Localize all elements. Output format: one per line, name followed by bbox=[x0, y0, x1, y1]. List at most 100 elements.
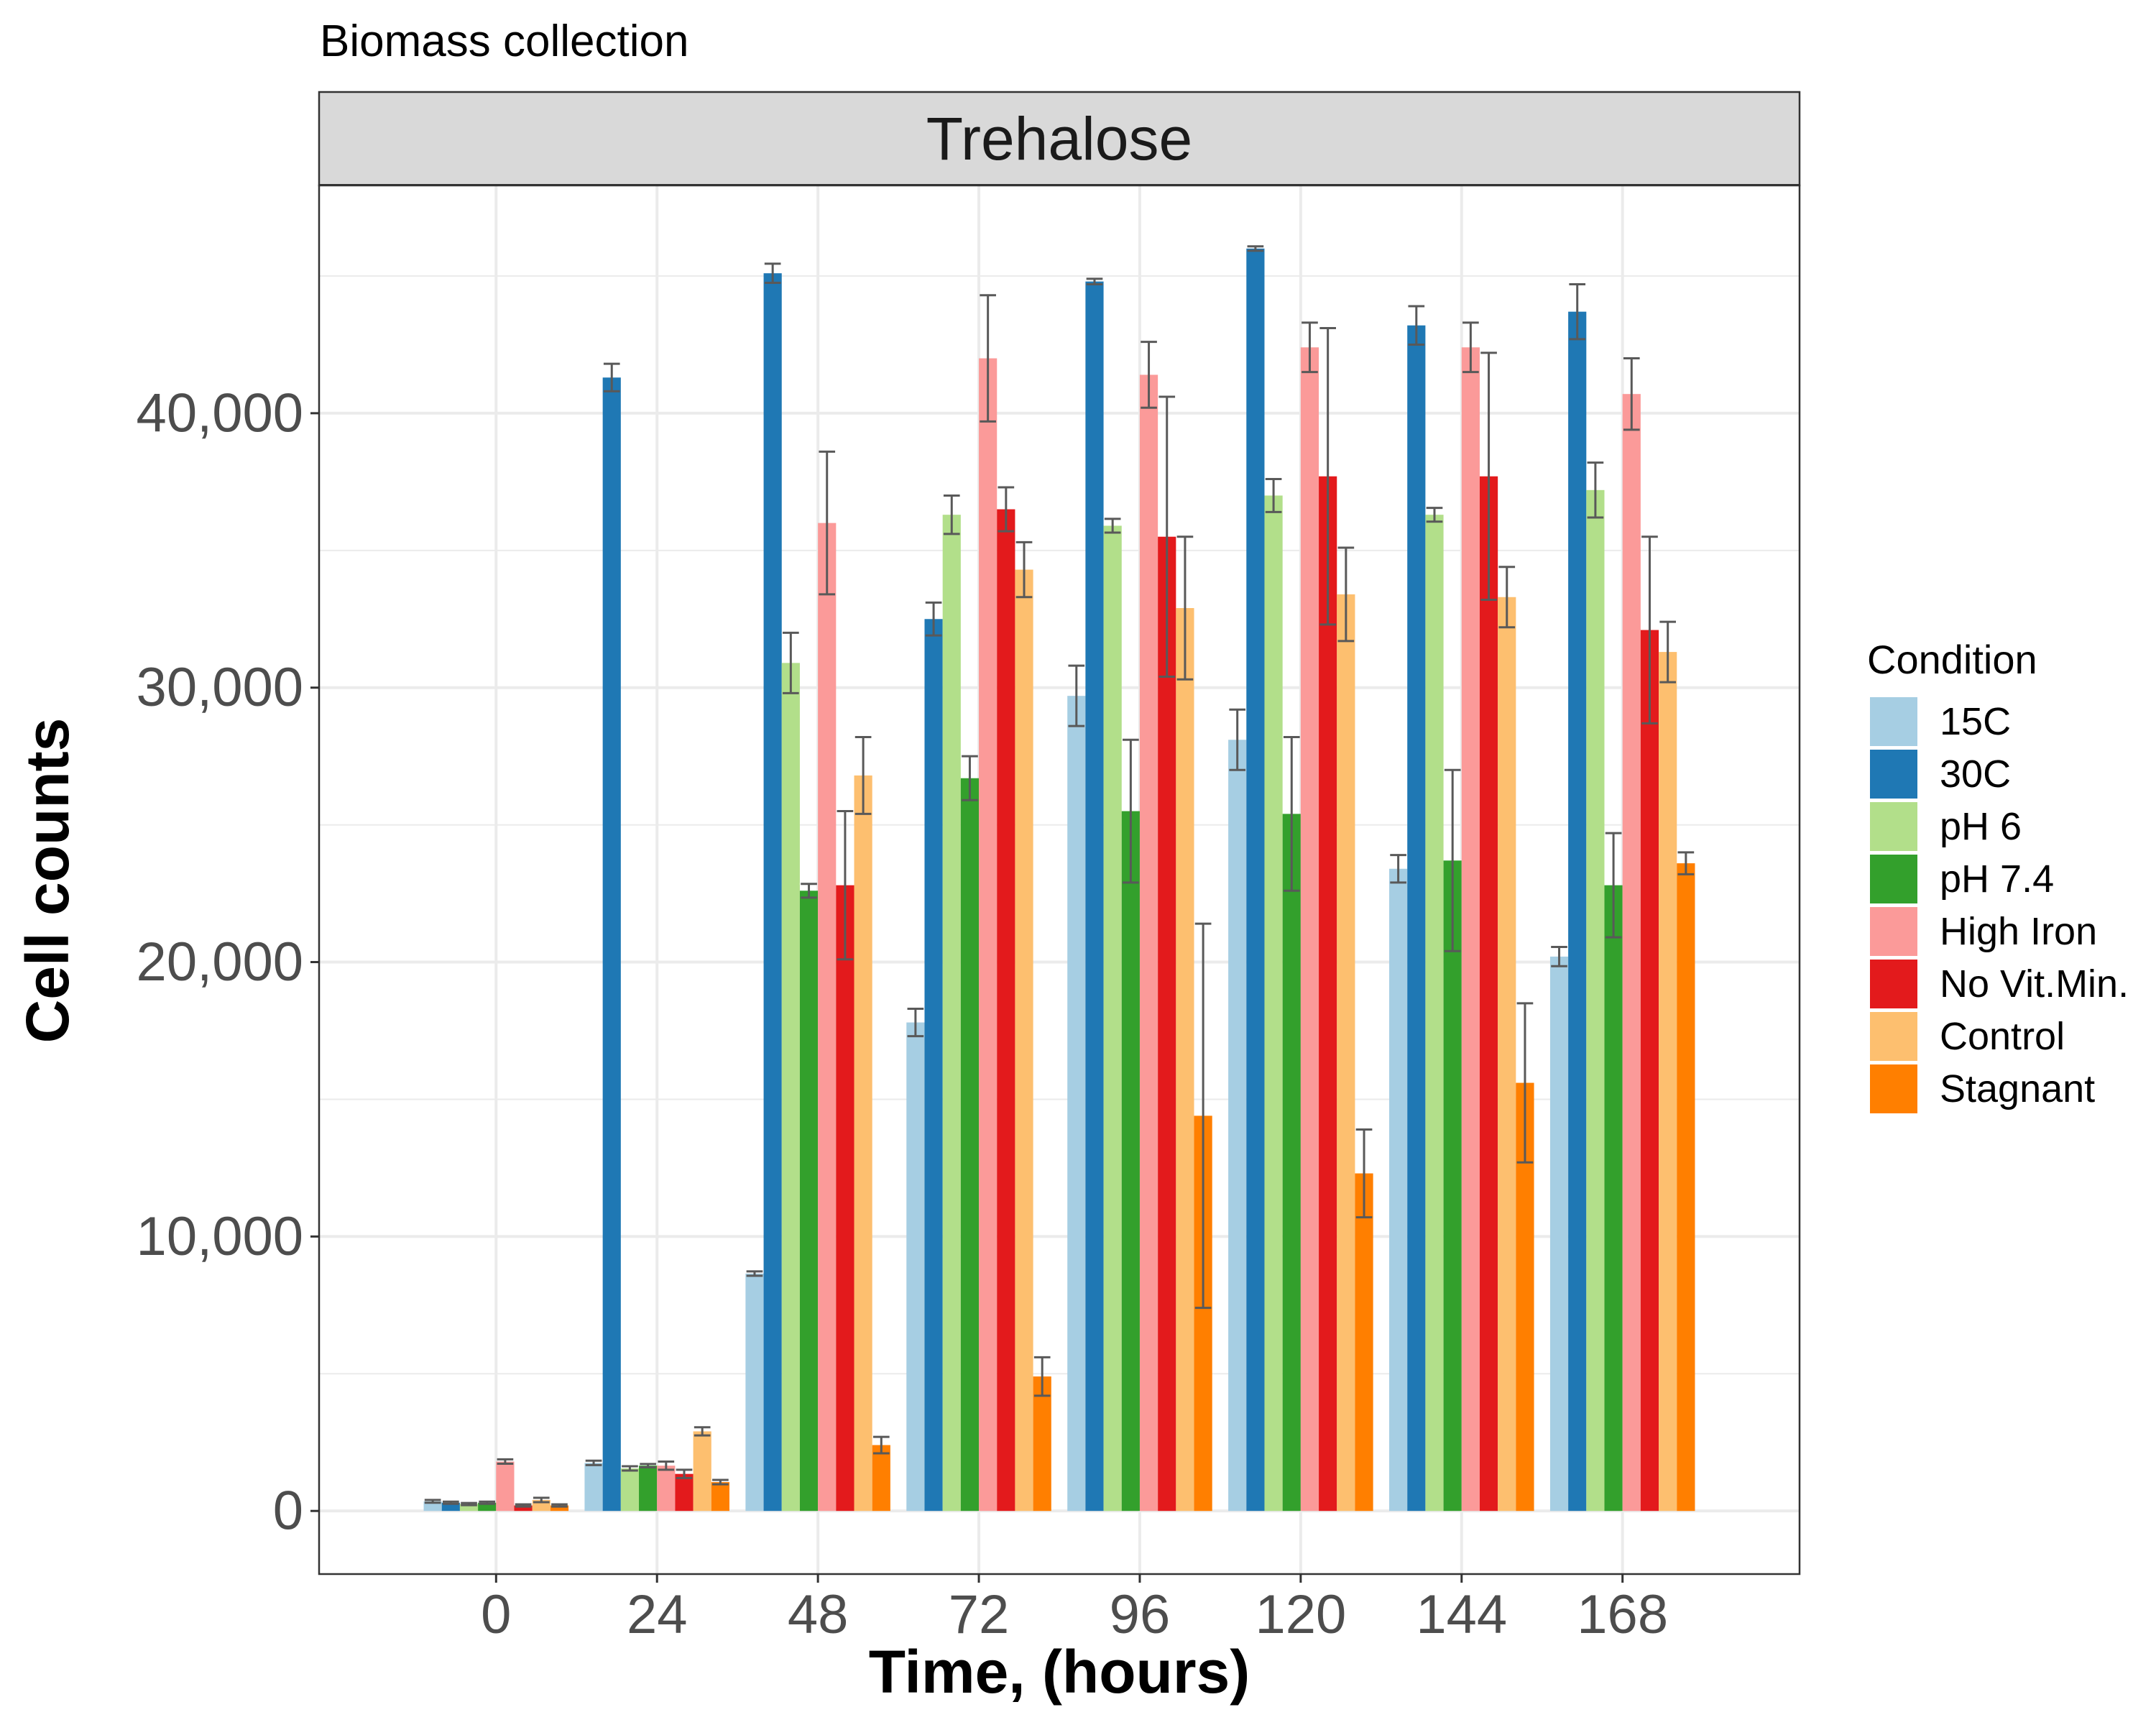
legend-key bbox=[1870, 960, 1917, 1008]
bar bbox=[1659, 652, 1677, 1512]
plot-panel-border bbox=[318, 184, 1801, 1576]
bar bbox=[602, 377, 621, 1512]
legend: Condition 15C 30C pH 6 pH 7.4 High Iron No Vi… bbox=[1867, 637, 2129, 1113]
bar bbox=[478, 1502, 497, 1512]
legend-key bbox=[1870, 855, 1917, 903]
bar bbox=[1282, 814, 1301, 1512]
bar bbox=[1568, 311, 1587, 1512]
bar bbox=[1176, 608, 1194, 1512]
x-tick-label: 0 bbox=[481, 1584, 511, 1645]
bar bbox=[799, 891, 819, 1512]
legend-label: Control bbox=[1940, 1015, 2065, 1058]
x-tick-label: 96 bbox=[1110, 1584, 1171, 1645]
chart-subtitle: Biomass collection bbox=[320, 17, 688, 66]
legend-key bbox=[1870, 750, 1917, 799]
legend-label: pH 6 bbox=[1940, 805, 2022, 848]
legend-key bbox=[1870, 907, 1917, 956]
bar bbox=[1158, 536, 1176, 1512]
x-tick-label: 72 bbox=[949, 1584, 1010, 1645]
y-tick-label: 0 bbox=[273, 1481, 303, 1542]
bar bbox=[657, 1466, 676, 1512]
bar bbox=[441, 1502, 460, 1512]
bar bbox=[1443, 860, 1462, 1512]
legend-label: pH 7.4 bbox=[1940, 857, 2054, 901]
legend-key bbox=[1870, 697, 1917, 746]
bar bbox=[1067, 696, 1086, 1512]
bar bbox=[1461, 347, 1480, 1512]
bar bbox=[872, 1445, 890, 1512]
bars bbox=[423, 248, 1695, 1512]
bar bbox=[960, 778, 980, 1512]
bar bbox=[1498, 597, 1516, 1512]
bar bbox=[781, 663, 800, 1512]
bar bbox=[1033, 1376, 1051, 1512]
bar bbox=[514, 1505, 533, 1512]
x-tick-label: 168 bbox=[1577, 1584, 1668, 1645]
bar bbox=[1228, 740, 1247, 1512]
bar bbox=[496, 1461, 515, 1512]
bar bbox=[745, 1273, 764, 1512]
bar bbox=[1586, 489, 1605, 1512]
bar bbox=[1121, 811, 1140, 1512]
bar bbox=[1015, 569, 1033, 1512]
y-tick-label: 30,000 bbox=[137, 657, 303, 718]
x-tick-label: 24 bbox=[627, 1584, 688, 1645]
x-tick-label: 144 bbox=[1416, 1584, 1507, 1645]
bar bbox=[1264, 495, 1283, 1512]
bar bbox=[854, 775, 872, 1512]
bar bbox=[1640, 630, 1659, 1512]
bar bbox=[906, 1022, 925, 1512]
x-tick-label: 48 bbox=[788, 1584, 849, 1645]
bar bbox=[1246, 248, 1265, 1512]
y-tick-label: 10,000 bbox=[137, 1206, 303, 1267]
bar bbox=[1622, 394, 1641, 1512]
legend-title: Condition bbox=[1867, 637, 2037, 682]
bar bbox=[997, 509, 1015, 1512]
legend-key bbox=[1870, 802, 1917, 851]
bar bbox=[1300, 347, 1319, 1512]
bar bbox=[1549, 956, 1569, 1512]
legend-label: High Iron bbox=[1940, 910, 2097, 953]
legend-label: Stagnant bbox=[1940, 1067, 2095, 1110]
legend-key bbox=[1870, 1064, 1917, 1113]
legend-key bbox=[1870, 1012, 1917, 1061]
bar bbox=[1604, 885, 1623, 1512]
y-tick-label: 20,000 bbox=[137, 932, 303, 993]
error-bars bbox=[424, 245, 1695, 1508]
bar bbox=[942, 515, 961, 1512]
bar bbox=[763, 273, 782, 1512]
bar bbox=[1425, 515, 1444, 1512]
facet-label: Trehalose bbox=[926, 105, 1192, 172]
facet-strip bbox=[318, 91, 1801, 187]
bar bbox=[693, 1431, 711, 1512]
bar bbox=[550, 1505, 569, 1512]
y-axis-title: Cell counts bbox=[14, 718, 81, 1044]
legend-label: 30C bbox=[1940, 753, 2011, 796]
bar bbox=[1677, 863, 1695, 1512]
bar bbox=[1085, 281, 1104, 1512]
y-axis: 0 10,000 20,000 30,000 40,000 bbox=[137, 382, 319, 1542]
bar bbox=[711, 1482, 729, 1512]
bar bbox=[1355, 1173, 1373, 1512]
legend-label: 15C bbox=[1940, 700, 2011, 743]
bar bbox=[1407, 325, 1426, 1512]
bar bbox=[459, 1504, 479, 1512]
x-axis: 0 24 48 72 96 120 144 168 bbox=[481, 1574, 1668, 1645]
bar bbox=[1139, 374, 1158, 1512]
x-tick-label: 120 bbox=[1255, 1584, 1346, 1645]
bar bbox=[1103, 525, 1122, 1512]
bar bbox=[924, 619, 943, 1512]
bar bbox=[1337, 594, 1355, 1512]
bar bbox=[639, 1466, 658, 1512]
legend-label: No Vit.Min. bbox=[1940, 962, 2129, 1006]
bar bbox=[818, 523, 837, 1512]
bar bbox=[584, 1463, 603, 1512]
bar bbox=[1319, 476, 1337, 1512]
bar bbox=[675, 1473, 694, 1512]
x-axis-title: Time, (hours) bbox=[869, 1638, 1250, 1706]
bar bbox=[836, 885, 854, 1512]
y-tick-label: 40,000 bbox=[137, 382, 303, 443]
bar bbox=[979, 358, 998, 1512]
bar bbox=[1389, 868, 1408, 1512]
